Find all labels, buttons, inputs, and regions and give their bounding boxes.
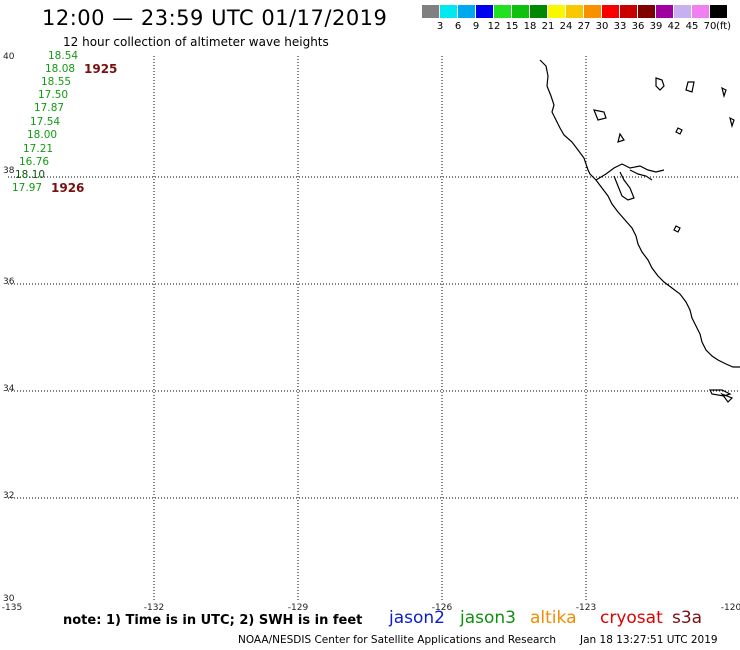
color-scale-swatch <box>656 5 673 18</box>
lake-2 <box>685 81 695 93</box>
map-subtitle: 12 hour collection of altimeter wave hei… <box>63 35 329 49</box>
lake-4 <box>593 109 607 121</box>
color-scale-swatch <box>584 5 601 18</box>
lat-label-38: 38 <box>3 166 15 176</box>
generated-timestamp: Jan 18 13:27:51 UTC 2019 <box>580 634 718 646</box>
color-scale-labels: 3 6 9 12 15 18 21 24 27 30 33 36 39 42 45 70 <box>422 21 740 33</box>
lon-label-123: -123 <box>575 603 597 613</box>
color-scale-label: 12 <box>487 21 501 32</box>
color-scale-label: 15 <box>505 21 519 32</box>
legend-jason2: jason2 <box>389 608 445 628</box>
color-scale-label: 30 <box>595 21 609 32</box>
wave-height-reading: 17.97 <box>12 182 43 194</box>
lon-label-129: -129 <box>287 603 309 613</box>
island-1 <box>709 389 732 397</box>
lat-label-36: 36 <box>3 277 15 287</box>
lake-7 <box>729 116 735 129</box>
lake-1 <box>655 77 665 91</box>
wave-height-reading: 16.76 <box>19 156 50 168</box>
delta <box>629 169 653 181</box>
lake-8 <box>673 225 681 233</box>
legend-altika: altika <box>530 608 577 628</box>
credit-line: NOAA/NESDIS Center for Satellite Applica… <box>238 634 556 646</box>
coastline <box>539 59 740 403</box>
scale-unit-label: (ft) <box>716 21 732 32</box>
color-scale-label: 45 <box>685 21 699 32</box>
color-scale-label: 24 <box>559 21 573 32</box>
coastline-main <box>539 59 740 368</box>
color-scale-swatch <box>512 5 529 18</box>
color-scale-swatch <box>476 5 493 18</box>
color-scale-swatch <box>494 5 511 18</box>
color-scale-swatch <box>422 5 439 18</box>
legend-cryosat: cryosat <box>600 608 663 628</box>
graticule <box>8 56 740 600</box>
color-scale-swatch <box>566 5 583 18</box>
pass-number-label: 1925 <box>84 62 118 76</box>
lat-label-34: 34 <box>3 384 15 394</box>
legend-jason3: jason3 <box>460 608 516 628</box>
color-scale-label: 3 <box>436 21 444 32</box>
lon-label-135: -135 <box>1 603 23 613</box>
color-scale-swatch <box>620 5 637 18</box>
wave-height-reading: 18.10 <box>15 169 46 181</box>
lake-3 <box>721 86 727 99</box>
lat-label-32: 32 <box>3 491 15 501</box>
color-scale-label: 42 <box>667 21 681 32</box>
color-scale-label: 70 <box>703 21 717 32</box>
lon-label-120: -120 <box>720 603 740 613</box>
color-scale-label: 33 <box>613 21 627 32</box>
lon-label-132: -132 <box>143 603 165 613</box>
color-scale-label: 9 <box>472 21 480 32</box>
lon-label-126: -126 <box>431 603 453 613</box>
color-scale-swatch <box>458 5 475 18</box>
units-note: note: 1) Time is in UTC; 2) SWH is in fe… <box>63 613 363 628</box>
color-scale-swatch <box>710 5 727 18</box>
lake-5 <box>617 132 625 143</box>
wave-height-reading: 18.08 <box>45 63 76 75</box>
map-title: 12:00 — 23:59 UTC 01/17/2019 <box>42 6 388 30</box>
wave-height-reading: 18.55 <box>41 76 72 88</box>
color-scale-swatch <box>638 5 655 18</box>
color-scale-swatch <box>440 5 457 18</box>
lat-label-40: 40 <box>3 52 15 62</box>
wave-height-reading: 18.54 <box>48 50 79 62</box>
color-scale-swatch <box>674 5 691 18</box>
wave-height-reading: 18.00 <box>27 129 58 141</box>
sf-bay <box>595 163 665 201</box>
color-scale-label: 27 <box>577 21 591 32</box>
wave-height-color-scale <box>422 5 728 18</box>
color-scale-swatch <box>692 5 709 18</box>
wave-height-reading: 17.54 <box>30 116 61 128</box>
legend-s3a: s3a <box>672 608 703 628</box>
wave-height-reading: 17.21 <box>23 143 54 155</box>
color-scale-label: 21 <box>541 21 555 32</box>
island-2 <box>720 392 734 403</box>
color-scale-label: 6 <box>454 21 462 32</box>
color-scale-swatch <box>530 5 547 18</box>
color-scale-swatch <box>602 5 619 18</box>
lake-6 <box>675 127 683 135</box>
color-scale-swatch <box>548 5 565 18</box>
wave-height-reading: 17.50 <box>38 89 69 101</box>
color-scale-label: 18 <box>523 21 537 32</box>
color-scale-label: 39 <box>649 21 663 32</box>
pass-number-label: 1926 <box>51 181 85 195</box>
lat-label-30: 30 <box>3 594 15 604</box>
wave-height-reading: 17.87 <box>34 102 65 114</box>
color-scale-label: 36 <box>631 21 645 32</box>
